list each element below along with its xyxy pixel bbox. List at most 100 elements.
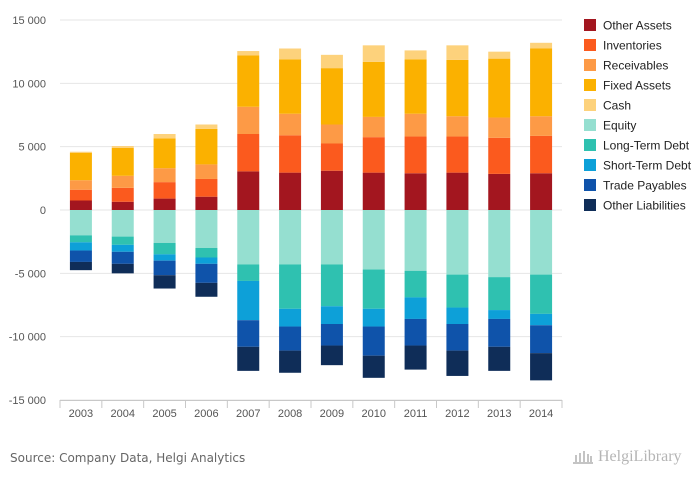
x-tick-label: 2014 (529, 408, 553, 420)
bar-segment-fixed-assets (69, 153, 92, 181)
x-tick-label: 2003 (69, 408, 93, 420)
bar-segment-other-liabilities (69, 261, 92, 271)
bar-segment-equity (530, 210, 553, 275)
x-tick-label: 2011 (404, 408, 428, 420)
bar-segment-cash (320, 54, 343, 69)
bar-segment-receivables (69, 180, 92, 190)
y-tick-label: 10 000 (12, 78, 46, 90)
x-tick-label: 2008 (278, 408, 302, 420)
bar-segment-other-liabilities (320, 345, 343, 366)
brand-logo: HelgiLibrary (572, 448, 682, 466)
bar-segment-trade-payables (237, 320, 260, 347)
y-tick-label: 0 (40, 205, 46, 217)
library-building-icon (573, 451, 593, 464)
bar-segment-cash (237, 51, 260, 56)
legend-swatch (584, 179, 596, 191)
bar-segment-equity (446, 210, 469, 275)
bar-segment-cash (153, 134, 176, 139)
bar-segment-trade-payables (488, 318, 511, 347)
bar-segment-receivables (530, 116, 553, 136)
bar-segment-other-assets (69, 200, 92, 210)
x-tick-label: 2013 (487, 408, 511, 420)
x-tick-label: 2006 (194, 408, 218, 420)
legend-label: Cash (603, 99, 631, 113)
bar-segment-inventories (530, 135, 553, 174)
bar-segment-equity (488, 210, 511, 278)
bar-segment-trade-payables (362, 326, 385, 356)
bar-segment-receivables (279, 113, 302, 136)
bar-segment-cash (530, 42, 553, 49)
y-tick-label: -10 000 (9, 332, 46, 344)
bar-segment-fixed-assets (195, 128, 218, 165)
bar-segment-other-assets (279, 172, 302, 210)
bar-segment-receivables (237, 106, 260, 134)
bar-segment-equity (279, 210, 302, 265)
legend-label: Inventories (603, 39, 662, 53)
bar-segment-inventories (362, 137, 385, 173)
bar-segment-long-term-debt (404, 270, 427, 298)
bar-segment-fixed-assets (404, 59, 427, 114)
legend-swatch (584, 19, 596, 31)
y-axis: 15 000 10 000 5 000 0 -5 000 -10 000 -15 000 (9, 15, 46, 407)
bar-segment-receivables (488, 117, 511, 138)
bar-segment-equity (69, 210, 92, 236)
bar-segment-receivables (111, 175, 134, 188)
bar-segment-receivables (404, 113, 427, 137)
bar-segment-cash (446, 45, 469, 60)
bar-segment-equity (362, 210, 385, 270)
bar-segment-equity (195, 210, 218, 248)
bar-segment-equity (111, 210, 134, 237)
bar-segment-other-assets (195, 196, 218, 210)
bar-segment-trade-payables (195, 263, 218, 283)
legend-label: Equity (603, 119, 636, 133)
bar-segment-cash (362, 45, 385, 62)
bar-segment-short-term-debt (362, 308, 385, 327)
x-tick-label: 2004 (111, 408, 135, 420)
bar-segment-other-liabilities (404, 345, 427, 370)
bar-segment-long-term-debt (111, 236, 134, 245)
bar-segment-inventories (279, 135, 302, 173)
bar-segment-other-liabilities (530, 353, 553, 381)
bar-segment-inventories (111, 187, 134, 202)
bar-segment-long-term-debt (362, 269, 385, 309)
bars (69, 42, 553, 381)
bar-segment-fixed-assets (446, 59, 469, 117)
bar-segment-long-term-debt (195, 248, 218, 258)
bar-segment-long-term-debt (530, 274, 553, 314)
bar-segment-other-liabilities (237, 346, 260, 371)
legend-swatch (584, 39, 596, 51)
bar-segment-cash (404, 50, 427, 60)
bar-segment-short-term-debt (320, 306, 343, 324)
bar-segment-other-assets (153, 198, 176, 210)
bar-segment-other-liabilities (488, 346, 511, 371)
bar-segment-short-term-debt (530, 313, 553, 326)
bar-segment-other-liabilities (362, 355, 385, 378)
x-axis: 2003 2004 2005 2006 2007 2008 2009 2010 2011 2012… (59, 400, 563, 420)
bar-segment-other-assets (488, 173, 511, 210)
bar-segment-other-assets (237, 171, 260, 210)
legend-label: Other Assets (603, 19, 672, 33)
bar-segment-long-term-debt (488, 277, 511, 311)
bar-segment-inventories (320, 143, 343, 171)
y-tick-label: -15 000 (9, 395, 46, 407)
bar-segment-other-assets (111, 201, 134, 210)
bar-segment-inventories (237, 134, 260, 172)
bar-segment-fixed-assets (488, 58, 511, 118)
y-tick-label: 15 000 (12, 15, 46, 27)
bar-segment-equity (404, 210, 427, 271)
legend: Other Assets Inventories Receivables Fixed … (584, 19, 692, 213)
bar-segment-other-assets (362, 172, 385, 210)
legend-label: Fixed Assets (603, 79, 671, 93)
bar-segment-other-assets (446, 172, 469, 210)
x-tick-label: 2009 (320, 408, 344, 420)
bar-segment-long-term-debt (446, 274, 469, 308)
legend-swatch (584, 159, 596, 171)
bar-segment-fixed-assets (320, 68, 343, 125)
legend-label: Short-Term Debt (603, 159, 692, 173)
bar-segment-receivables (362, 116, 385, 138)
bar-segment-fixed-assets (237, 55, 260, 107)
bar-segment-inventories (69, 189, 92, 201)
bar-segment-fixed-assets (530, 48, 553, 117)
bar-segment-short-term-debt (404, 297, 427, 319)
x-tick-label: 2007 (236, 408, 260, 420)
